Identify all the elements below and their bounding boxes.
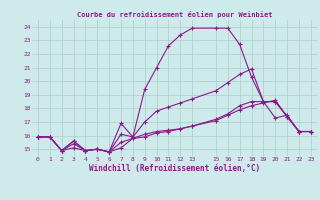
- Title: Courbe du refroidissement éolien pour Weinbiet: Courbe du refroidissement éolien pour We…: [77, 11, 272, 18]
- X-axis label: Windchill (Refroidissement éolien,°C): Windchill (Refroidissement éolien,°C): [89, 164, 260, 173]
